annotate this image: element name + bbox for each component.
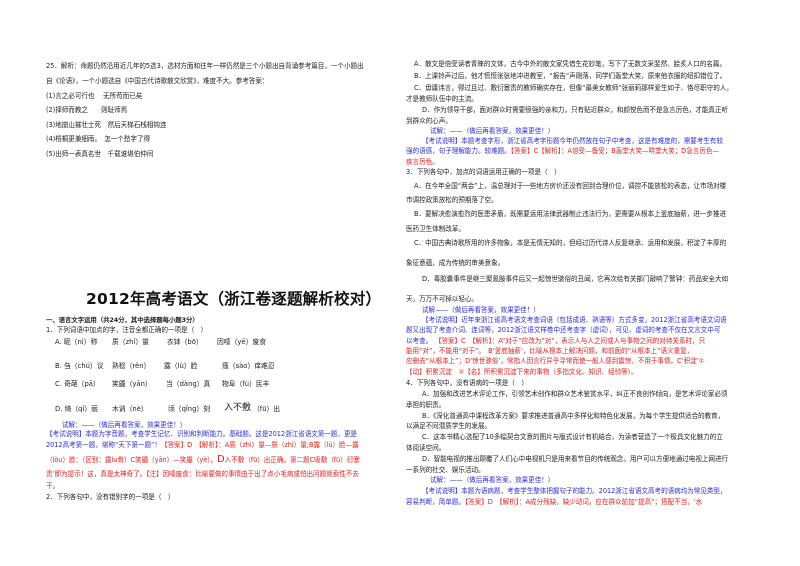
q1-a-4: 因噎（yē）废食 [217,338,266,346]
page-title: 2012年高考语文（浙江卷逐题解析校对） [86,290,382,308]
q1-b-3: 露（lù）脸 [164,362,198,370]
q3-option-c-line2: 象征意蕴，成为传统的审美意象。 [406,259,505,267]
q4-explain-line1: 【考试说明】本题为语病题，考查学生整体把握句子的能力。2012浙江省语文高考的语… [422,487,727,495]
q25-analysis-line1: 25．解析：命题仍然沿用近几年的5选3，选材方面和往年一样仍然是三个小题出自背诵… [46,62,364,70]
q1-c-3: 当（dàng）真 [166,380,211,388]
q1-explain-line2-blue: 2012高考第一题，堪称“天下第一题”！ [46,441,161,449]
q2-explain-line2-blue: 强的语感，句子理解能力。较难题。 [406,147,511,155]
q1-b-1: B. 刍（chú）议 [55,362,104,370]
q2-option-a: A．散文是倍受读者青睐的文体，古今中外的散文家凭借生花妙笔，写下了无数文采斐然、… [414,60,727,68]
q2-explain-line3: 疾言厉色。 [406,158,439,166]
q4-option-a-line2: 承担的职责。 [406,401,446,409]
q1-b-4: 瘙（sào）痒难忍 [222,362,275,370]
q1-d-5: （fū）出 [253,405,281,413]
q3-explain-line1: 【考试说明】近年来浙江省高考语文考查词语（包括成语、熟语等）方式多变，2012浙… [422,316,727,324]
q2-stem: 2．下列各句中，没有错别字的一项是（ ） [46,493,175,501]
q3-explain-line6: 【动】积累沉淀 ②【名】所积累沉淀下来的事物（多指文化、知识、经验等）。 [406,368,638,376]
q2-explain-line2-red: 【答案】C【解析】：A倍受—备受；B轰堂大笑—哄堂大笑；D急言厉色— [510,147,719,155]
q1-c-2: 笑靥（yān） [112,380,152,388]
q25-analysis-line2: 自《论语》，一个小题选自《中国古代诗歌散文欣赏》，难度不大。参考答案： [46,77,269,85]
q2-option-c-line1: C．毋庸讳言，得过且过、敷衍塞责的教师确实存在，但像“最美女教师”张丽莉那样爱生… [414,84,733,92]
q1-d-2: 木讷（nè） [112,405,148,413]
q3-explain-line5: 应删去“从根本上”；D‘惊世骇俗’，常指人因言行异乎寻常而使一般人感到震惊，不用… [406,357,705,365]
q3-option-b-line2: 医药卫生体制改革。 [406,225,465,233]
q2-option-d-line1: D．作为领导干部，面对群众时需要很强的亲和力，只有贴近群众，和颜悦色而不是急言厉… [422,106,729,114]
q4-explain-line2-red: 【答案】D 【解析】：A成分残缺，缺少动词，应在群众前加“提高”；搭配不当，‘水 [464,498,703,506]
q1-d-3: 顷（qǐng）刻 [168,405,211,413]
q3-option-a-line2: 市调控政策放松的预期落了空。 [406,196,498,204]
q3-option-b-line1: B．要解决愈演愈烈的医患矛盾，既需要运用法律武器制止违法行为，更需要从根本上釜底… [414,210,727,218]
q1-explain-line2-red: 【答案】D 【解析】：A质（zhì）量—质（zhì）量;B露（lù）脸—露 [160,441,359,449]
q1-trial-hint: 试解：——（做后再看答案，效果更佳！） [62,421,187,429]
q1-explain-line5: 干。 [46,482,60,490]
q4-option-d-line2: 一系列的社交、娱乐活动。 [406,466,485,474]
q25-answer-1: (1)言之必可行也 无所苟而已矣 [46,92,143,100]
q3-trial-hint: 试解——（做后再看答案，效果更佳！） [422,306,540,314]
q1-explain-line1: 【考试说明】本题为字音题，考查学生记忆、识别和判断能力。基础题。这是2012浙江… [46,430,358,438]
q1-explain-line3c: 入不敷（fū）出正确。第二题C吸敷（fū）衍塞 [224,456,360,464]
q2-option-c-line2: 才是教师队伍中的主流。 [406,95,478,103]
q1-explain-line4: 责’即为提示！这，真是太神奇了。【注】因噎废食：比喻要做的事情由于出了点小毛病或… [46,470,359,478]
q4-option-b-line1: B．《深化普通高中课程改革方案》要求推进普通高中多样化和特色化发展，为每个学生提… [422,412,725,420]
q1-a-3: 衣钵（bō） [167,338,203,346]
section-heading: 一、语言文字运用（共24分，其中选择题每小题3分） [46,316,199,324]
q4-explain-line2: 容易判断，简单题。【答案】D 【解析】：A成分残缺，缺少动词，应在群众前加“提高… [406,498,702,507]
q1-explain-line3: （lòu）脸：（区别：露lu骨）C笑靥（yān）—笑靥（yè）。D入不敷（fū）… [46,455,360,465]
q25-answer-4: (4)梧桐更兼细雨。 怎一个愁字了得 [46,135,151,143]
q1-explain-line2: 2012高考第一题，堪称“天下第一题”！【答案】D 【解析】：A质（zhì）量—… [46,441,359,450]
q3-option-d-line1: D．毒胶囊事件是继三聚氰胺事件后又一起惊世骇俗的丑闻，它再次给有关部门敲响了警钟… [422,275,729,283]
q1-explain-line3b: D [217,454,225,465]
q4-option-d-line1: D．智能电视的推出颠覆了人们心中电视机只是用来看节目的传统观念，用户可以方便地通… [422,455,729,463]
q2-option-d-line2: 到群众的心声。 [406,117,452,125]
q2-trial-hint: 试解：——（做后再看答案，效果更佳！） [430,127,555,135]
q3-option-c-line1: C．中国古典诗歌所用的许多物象，本是无情无知的，但经过历代诗人反复继承、运用和发… [414,239,727,247]
q4-stem: 4．下列各句中，没有语病的一项是（ ） [406,379,528,387]
q4-trial-hint: 试解：——（做后再看答案，效果更佳！） [430,476,555,484]
q25-answer-2: (2)择师而教之 则耻师焉 [46,106,128,114]
q2-explain-line1: 【考试说明】本题考查字形，浙江省高考字形题今年仍然放在句子中考查，这是有难度的，… [422,137,724,145]
q3-option-d-line2: 天，万万不可掉以轻心。 [406,295,478,303]
q4-option-a-line1: A．加强和改进艺术评论工作，引领艺术创作和群众艺术鉴赏水平，纠正不良创作倾向，是… [422,390,728,398]
q2-explain-line2: 强的语感，句子理解能力。较难题。【答案】C【解析】：A倍受—备受；B轰堂大笑—哄… [406,147,719,156]
q25-answer-3: (3)地崩山摧壮士死 然后天梯石栈相钩连 [46,121,167,129]
q1-a-2: 质（zhǐ）量 [112,338,149,346]
q3-explain-line3-blue: 以考查。 [406,337,433,345]
q2-option-b: B．上课铃声过后，他才慌慌张张地冲进教室，“报告”声刚落，同学们轰堂大笑，原来他… [414,72,727,80]
q3-explain-line2: 题又出现了考查介词、连词等，2012浙江语文样卷中还考查字（虚词），可见，虚词的… [406,326,721,334]
q4-option-c-line1: C．这本书精心选配了10多幅契合文意的图片与版式设计有机结合，为读者营造了一个极… [422,433,723,441]
q3-stem: 3．下列各句中，加点的词语运用正确的一项是（ ） [406,168,561,176]
q4-option-c-line2: 体阅读空间。 [406,444,446,452]
q1-a-1: A. 昵（nì）称 [55,338,98,346]
q3-explain-line3: 以考查。 【答案】C 【解析】：A“对于”应改为“对”，表示人与人之间或人与事物之… [406,337,705,346]
q1-d-1: D. 绮（qǐ）丽 [55,405,98,413]
q1-stem: 1．下列词语中加点的字，注音全都正确的一项是（ ） [46,326,208,334]
q25-answer-5: (5)出师一表真名世 千载谁堪伯仲间 [46,150,154,158]
q3-option-a-line1: A．在今年全国“两会”上，温总理对于一些地方房价还没有回到合理价位，调控不能放松… [414,182,727,190]
q1-explain-line3a: （lòu）脸：（区别：露lu骨）C笑靥（yān）—笑靥（yè）。 [46,456,218,464]
q1-c-1: C. 奇葩（pā） [55,380,100,388]
q1-d-4: 入不敷 [224,403,252,413]
q4-option-b-line2: 以满足不同潜质学生的发展。 [406,422,492,430]
q4-explain-line2-blue: 容易判断，简单题。 [406,498,465,506]
q3-explain-line3-red: 【答案】C 【解析】：A“对于”应改为“对”，表示人与人之间或人与事物之间的对待… [438,337,706,345]
q1-c-4: 物阜（fù）民丰 [222,380,270,388]
q1-b-2: 熟稔（rěn） [112,362,151,370]
q3-explain-line4: 能用“对”，不能用“对于”。 B‘釜底抽薪’，比喻从根本上解决问题，和前面的“从… [406,347,694,355]
